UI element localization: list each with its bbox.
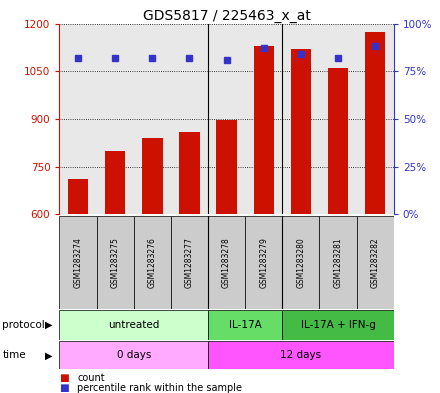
Text: protocol: protocol [2,320,45,330]
Text: GSM1283280: GSM1283280 [297,237,305,288]
Text: 12 days: 12 days [280,350,322,360]
Text: count: count [77,373,105,383]
Bar [245,216,282,309]
Bar [59,310,208,340]
Text: GSM1283281: GSM1283281 [334,237,343,288]
Text: percentile rank within the sample: percentile rank within the sample [77,383,242,393]
Text: ▶: ▶ [44,350,52,360]
Text: 0 days: 0 days [117,350,151,360]
Text: GSM1283275: GSM1283275 [110,237,120,288]
Bar [68,179,88,214]
Bar [59,216,96,309]
Bar [216,121,237,214]
Text: GSM1283279: GSM1283279 [259,237,268,288]
Bar [171,216,208,309]
Text: IL-17A: IL-17A [229,320,261,330]
Title: GDS5817 / 225463_x_at: GDS5817 / 225463_x_at [143,9,311,22]
Text: GSM1283277: GSM1283277 [185,237,194,288]
Text: ■: ■ [59,373,69,383]
Bar [179,132,200,214]
Bar [59,341,208,369]
Text: untreated: untreated [108,320,159,330]
Bar [328,68,348,214]
Bar [357,216,394,309]
Text: GSM1283278: GSM1283278 [222,237,231,288]
Bar [253,46,274,214]
Bar [319,216,357,309]
Bar [96,216,134,309]
Text: ▶: ▶ [44,320,52,330]
Text: IL-17A + IFN-g: IL-17A + IFN-g [301,320,375,330]
Bar [291,49,311,214]
Bar [282,216,319,309]
Bar [134,216,171,309]
Bar [208,216,245,309]
Bar [365,31,385,214]
Text: GSM1283282: GSM1283282 [371,237,380,288]
Bar [282,310,394,340]
Text: time: time [2,350,26,360]
Bar [105,151,125,214]
Text: GSM1283276: GSM1283276 [148,237,157,288]
Bar [142,138,162,214]
Bar [208,310,282,340]
Text: GSM1283274: GSM1283274 [73,237,82,288]
Bar [208,341,394,369]
Text: ■: ■ [59,383,69,393]
